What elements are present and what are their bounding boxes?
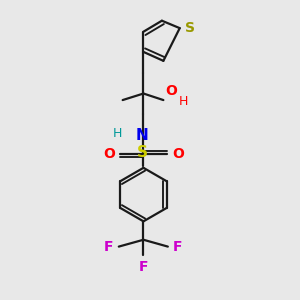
Text: N: N xyxy=(136,128,148,143)
Text: H: H xyxy=(113,127,122,140)
Text: H: H xyxy=(179,95,188,108)
Text: O: O xyxy=(103,147,115,160)
Text: O: O xyxy=(165,84,177,98)
Text: F: F xyxy=(139,260,148,274)
Text: O: O xyxy=(172,147,184,160)
Text: F: F xyxy=(104,240,113,254)
Text: S: S xyxy=(185,21,195,35)
Text: F: F xyxy=(173,240,183,254)
Text: S: S xyxy=(136,145,148,160)
